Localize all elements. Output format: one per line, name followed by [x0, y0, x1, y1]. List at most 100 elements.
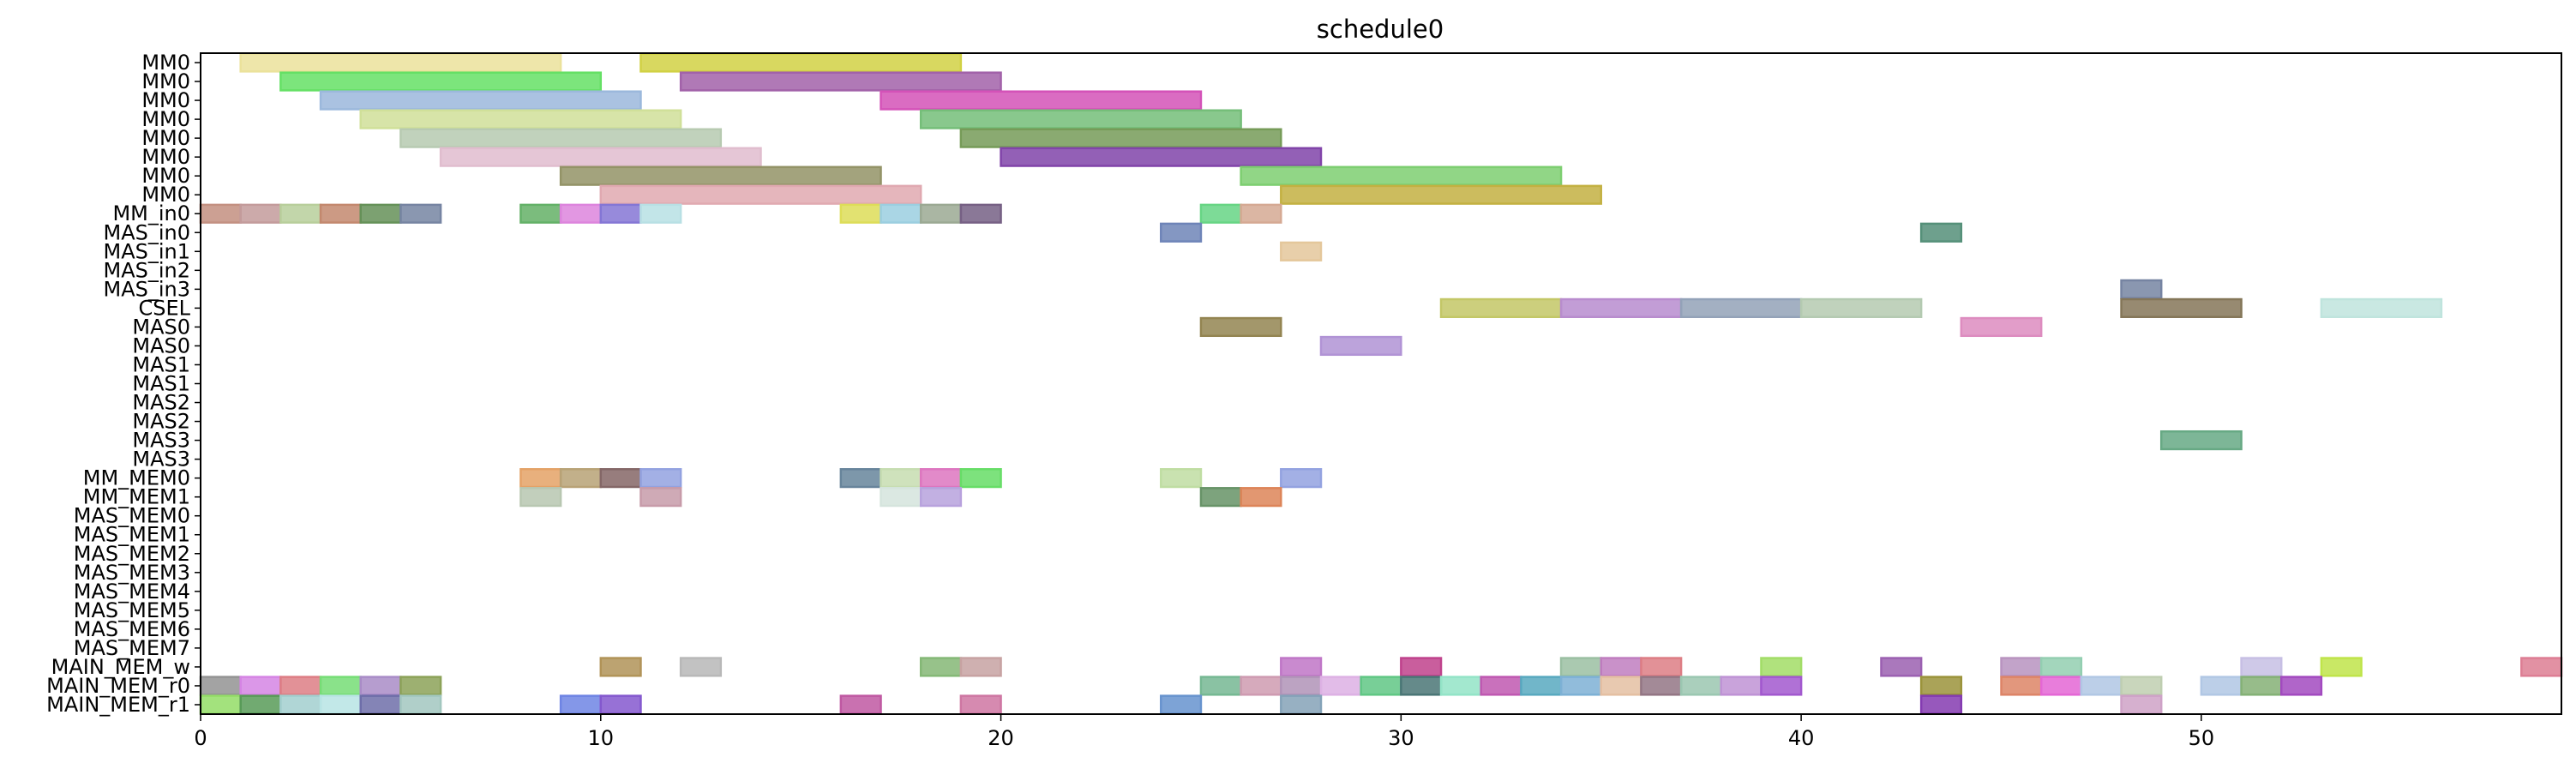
- y-tick-label: MM0: [141, 126, 190, 150]
- task-bar: [359, 676, 402, 696]
- task-bar: [239, 203, 282, 224]
- task-bar: [1000, 147, 1323, 167]
- task-bar: [1760, 657, 1803, 677]
- task-bar: [2520, 657, 2563, 677]
- task-bar: [880, 203, 922, 224]
- task-bar: [1280, 184, 1602, 205]
- task-bar: [1480, 676, 1522, 696]
- task-bar: [2039, 676, 2083, 696]
- task-bar: [559, 203, 603, 224]
- task-bar: [1240, 203, 1282, 224]
- task-bar: [1280, 468, 1323, 489]
- task-bar: [2200, 676, 2243, 696]
- task-bar: [2159, 430, 2243, 451]
- y-tick-label: MAS0: [132, 315, 190, 339]
- y-tick-label: MAS_MEM2: [74, 542, 190, 566]
- task-bar: [1400, 657, 1443, 677]
- task-bar: [1280, 657, 1323, 677]
- task-bar: [959, 694, 1002, 715]
- task-bar: [639, 468, 682, 489]
- task-bar: [599, 203, 642, 224]
- task-bar: [1199, 316, 1282, 338]
- y-tick-label: MM0: [141, 88, 190, 112]
- task-bar: [2120, 694, 2163, 715]
- y-tick-label: MAS_MEM7: [74, 636, 190, 660]
- y-tick-label: MAS_MEM5: [74, 598, 190, 622]
- y-tick-label: MM0: [141, 107, 190, 131]
- task-bar: [279, 676, 322, 696]
- y-tick-label: MM0: [141, 183, 190, 207]
- task-bar: [679, 71, 1002, 92]
- plot-frame: [200, 52, 2562, 715]
- task-bar: [519, 468, 562, 489]
- task-bar: [1679, 297, 1803, 318]
- task-bar: [359, 694, 402, 715]
- task-bar: [639, 203, 682, 224]
- x-tick-label: 20: [988, 726, 1014, 750]
- y-tick-label: MAS_in2: [103, 258, 190, 282]
- y-tick-label: MAS_MEM4: [74, 580, 190, 604]
- task-bar: [1919, 222, 1963, 243]
- y-tick-label: MAS3: [132, 429, 190, 453]
- task-bar: [1400, 676, 1443, 696]
- task-bar: [1240, 676, 1282, 696]
- task-bar: [2280, 676, 2323, 696]
- x-tick-label: 10: [588, 726, 615, 750]
- task-bar: [1600, 676, 1642, 696]
- task-bar: [399, 128, 723, 148]
- y-tick-label: MM_in0: [112, 201, 190, 225]
- task-bar: [880, 90, 1203, 111]
- task-bar: [2120, 676, 2163, 696]
- task-bar: [2320, 297, 2443, 318]
- task-bar: [279, 203, 322, 224]
- x-tick-label: 40: [1788, 726, 1815, 750]
- task-bar: [959, 468, 1002, 489]
- task-bar: [399, 694, 442, 715]
- task-bar: [1160, 468, 1203, 489]
- task-bar: [2080, 676, 2123, 696]
- y-tick-label: MM0: [141, 145, 190, 169]
- task-bar: [2000, 676, 2043, 696]
- task-bar: [919, 657, 963, 677]
- task-bar: [1720, 676, 1762, 696]
- task-bar: [1559, 297, 1683, 318]
- task-bar: [319, 90, 642, 111]
- task-bar: [519, 487, 562, 508]
- task-bar: [279, 71, 603, 92]
- y-tick-label: CSEL: [138, 296, 190, 320]
- task-bar: [919, 109, 1242, 129]
- task-bar: [1960, 316, 2043, 338]
- task-bar: [959, 657, 1002, 677]
- task-bar: [1559, 676, 1602, 696]
- y-axis-labels: MM0MM0MM0MM0MM0MM0MM0MM0MM_in0MAS_in0MAS…: [46, 51, 201, 717]
- task-bar: [1439, 297, 1563, 318]
- task-bar: [2000, 657, 2043, 677]
- task-bar: [1919, 694, 1963, 715]
- task-bar: [839, 203, 882, 224]
- x-tick-label: 50: [2189, 726, 2215, 750]
- task-bar: [199, 676, 242, 696]
- task-bar: [1280, 241, 1323, 261]
- task-bar: [1160, 222, 1203, 243]
- task-bar: [1199, 203, 1242, 224]
- y-tick-label: MAS_MEM0: [74, 504, 190, 528]
- task-bar: [599, 184, 922, 205]
- task-bar: [199, 203, 242, 224]
- task-bars: [199, 52, 2563, 715]
- task-bar: [359, 109, 682, 129]
- y-tick-label: MAS1: [132, 372, 190, 396]
- task-bar: [599, 694, 642, 715]
- task-bar: [1600, 657, 1642, 677]
- task-bar: [1240, 165, 1563, 186]
- task-bar: [639, 487, 682, 508]
- y-tick-label: MAS_in0: [103, 220, 190, 244]
- chart-title: schedule0: [1317, 15, 1444, 44]
- task-bar: [559, 468, 603, 489]
- x-axis: 0 10 20 30 40 50: [194, 714, 2214, 750]
- y-tick-label: MAS2: [132, 410, 190, 434]
- task-bar: [1760, 676, 1803, 696]
- task-bar: [1319, 676, 1362, 696]
- task-bar: [1880, 657, 1923, 677]
- task-bar: [2240, 657, 2283, 677]
